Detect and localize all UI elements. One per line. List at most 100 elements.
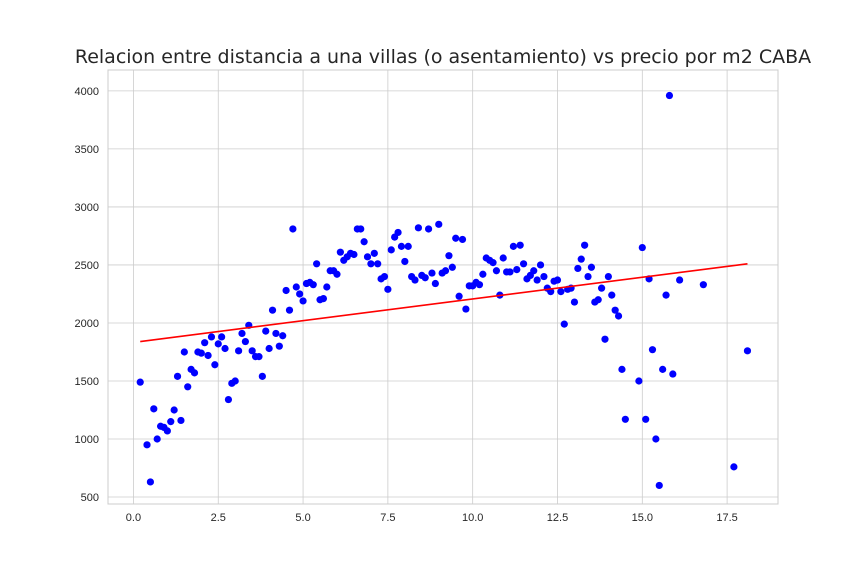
plot-frame	[107, 69, 779, 505]
data-point	[235, 347, 243, 355]
data-point	[272, 329, 280, 338]
data-point	[475, 281, 484, 289]
data-point	[581, 241, 589, 249]
data-point	[336, 248, 344, 256]
data-point	[699, 281, 707, 289]
data-point	[499, 254, 507, 262]
y-tick-label: 4000	[75, 86, 99, 98]
data-point	[262, 327, 270, 335]
data-point	[597, 284, 606, 292]
data-point	[411, 276, 419, 284]
data-point	[211, 361, 219, 369]
y-tick-label: 500	[81, 492, 99, 504]
data-point	[173, 372, 182, 380]
data-point	[557, 288, 565, 296]
data-point	[136, 378, 144, 386]
data-point	[292, 283, 300, 291]
data-point	[279, 332, 287, 340]
data-point	[201, 339, 209, 347]
data-point	[570, 298, 579, 306]
data-point	[387, 246, 395, 254]
data-point	[635, 377, 643, 385]
data-point	[533, 276, 541, 284]
data-point	[153, 435, 161, 443]
x-tick-label: 17.5	[716, 512, 737, 524]
data-point	[184, 383, 192, 391]
data-point	[143, 441, 151, 449]
x-tick-label: 0.0	[126, 512, 141, 524]
data-point	[221, 344, 229, 353]
data-point	[516, 241, 524, 249]
y-tick-label: 3000	[75, 202, 99, 214]
data-point	[231, 377, 239, 385]
data-point	[730, 463, 738, 471]
data-point	[604, 272, 612, 281]
data-point	[479, 270, 487, 278]
data-point	[374, 260, 382, 268]
data-point	[380, 272, 389, 281]
data-point	[214, 340, 222, 348]
data-point	[224, 395, 233, 404]
x-tick-label: 15.0	[632, 512, 653, 524]
data-point	[350, 250, 358, 259]
data-point	[452, 234, 460, 242]
data-point	[448, 263, 456, 271]
data-point	[431, 279, 439, 288]
data-point	[384, 285, 392, 293]
data-point	[367, 260, 375, 268]
data-point	[289, 225, 297, 233]
data-point	[435, 220, 443, 228]
data-point	[560, 320, 568, 328]
data-point	[363, 253, 372, 261]
data-point	[540, 272, 548, 281]
chart-title: Relacion entre distancia a una villas (o…	[75, 46, 811, 68]
data-point	[238, 329, 246, 338]
x-tick-label: 5.0	[295, 512, 310, 524]
data-point	[519, 260, 528, 268]
data-point	[428, 269, 436, 277]
data-point	[458, 235, 467, 244]
data-point	[146, 478, 155, 486]
data-point	[323, 283, 331, 291]
data-point	[333, 270, 341, 278]
data-point	[553, 276, 562, 284]
y-tick-label: 2000	[75, 318, 99, 330]
data-point	[574, 264, 582, 273]
data-point	[285, 306, 294, 314]
data-point	[296, 290, 304, 298]
data-point	[255, 353, 263, 361]
x-tick-label: 2.5	[211, 512, 226, 524]
data-point	[414, 224, 423, 232]
data-point	[370, 249, 378, 257]
trend-line	[140, 262, 748, 343]
data-point	[743, 347, 752, 355]
data-point	[441, 267, 450, 275]
data-point	[665, 91, 674, 100]
data-point	[394, 228, 402, 237]
data-point	[218, 333, 226, 341]
data-point	[642, 415, 650, 423]
data-point	[621, 415, 629, 423]
data-point	[421, 274, 429, 282]
data-point	[513, 265, 521, 274]
data-point	[536, 261, 545, 269]
data-point	[319, 295, 328, 303]
y-tick-label: 3500	[75, 144, 99, 156]
data-point	[509, 242, 517, 250]
data-point	[445, 252, 453, 260]
data-point	[163, 427, 171, 435]
data-point	[530, 267, 538, 275]
data-point	[265, 344, 273, 353]
data-point	[177, 416, 185, 425]
y-tick-label: 2500	[75, 260, 99, 272]
data-point	[404, 242, 412, 250]
x-tick-label: 12.5	[547, 512, 568, 524]
data-point	[207, 333, 216, 341]
data-point	[601, 335, 609, 343]
data-point	[676, 276, 684, 284]
data-point	[197, 349, 205, 357]
data-point	[424, 225, 433, 233]
data-point	[618, 365, 626, 373]
